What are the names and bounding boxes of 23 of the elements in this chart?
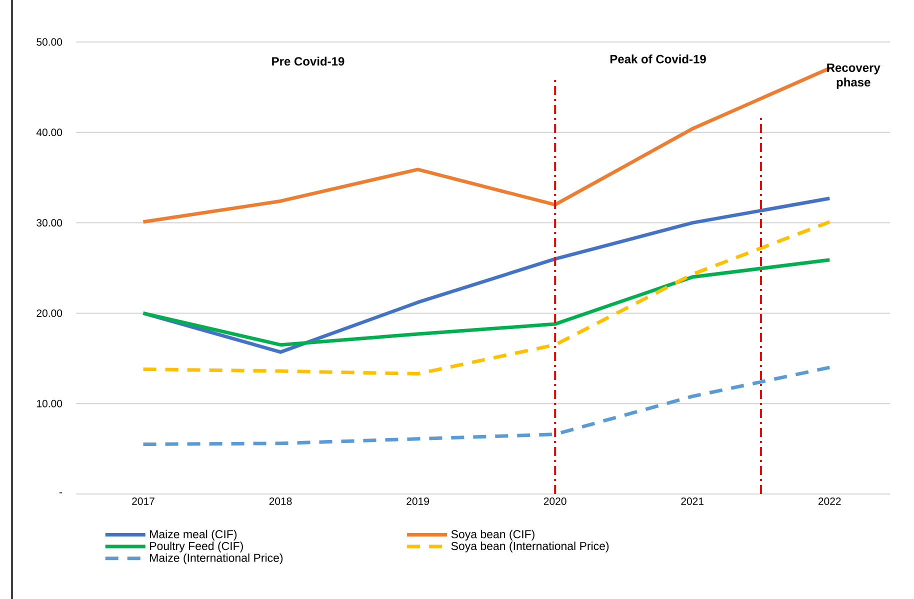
- x-tick-label: 2018: [269, 498, 292, 505]
- y-tick-label: 10.00: [37, 400, 62, 408]
- annotation: Recovery phase: [827, 64, 880, 89]
- line-series: [142, 196, 832, 354]
- x-tick-label: 2021: [681, 498, 704, 505]
- x-tick-label: 2020: [544, 498, 566, 505]
- y-tick-label: 30.00: [36, 219, 62, 227]
- line-series: [142, 220, 832, 376]
- legend-label: Soya bean (CIF): [451, 530, 534, 541]
- line-series: [142, 258, 832, 347]
- legend-label: Maize meal (CIF): [150, 530, 237, 541]
- y-tick-label: 40.00: [36, 128, 62, 136]
- x-tick-label: 2022: [818, 498, 841, 505]
- x-tick-label: 2019: [406, 498, 429, 505]
- annotation: Pre Covid-19: [272, 56, 344, 66]
- y-tick-label: -: [59, 492, 62, 494]
- x-tick-label: 2017: [132, 498, 154, 505]
- legend-label: Poultry Feed (CIF): [150, 542, 243, 552]
- y-tick-label: 50.00: [36, 38, 62, 46]
- legend-label: Soya bean (International Price): [451, 542, 609, 552]
- y-tick-label: 20.00: [36, 309, 62, 317]
- legend-label: Maize (International Price): [150, 553, 283, 564]
- annotation: Peak of Covid-19: [610, 54, 706, 64]
